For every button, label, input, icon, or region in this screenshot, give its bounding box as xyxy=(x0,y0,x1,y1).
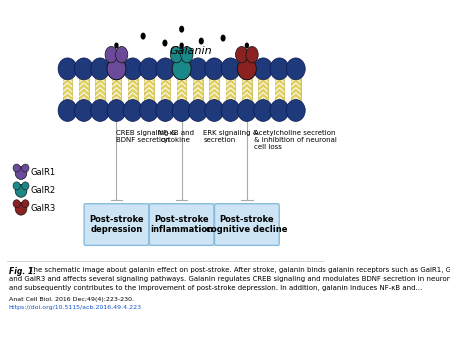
Polygon shape xyxy=(291,78,301,101)
Ellipse shape xyxy=(13,164,20,172)
Ellipse shape xyxy=(22,164,29,172)
Ellipse shape xyxy=(15,202,27,215)
Ellipse shape xyxy=(270,58,289,80)
Circle shape xyxy=(162,40,167,47)
Ellipse shape xyxy=(205,58,224,80)
Ellipse shape xyxy=(170,46,183,63)
Ellipse shape xyxy=(270,100,289,121)
Ellipse shape xyxy=(22,200,29,208)
Polygon shape xyxy=(79,78,89,101)
Text: Post-stroke
cognitive decline: Post-stroke cognitive decline xyxy=(206,215,288,234)
Polygon shape xyxy=(242,78,252,101)
Circle shape xyxy=(140,33,146,40)
Ellipse shape xyxy=(172,58,191,80)
Ellipse shape xyxy=(15,184,27,197)
Ellipse shape xyxy=(91,58,110,80)
FancyBboxPatch shape xyxy=(84,204,149,245)
Ellipse shape xyxy=(254,58,273,80)
Polygon shape xyxy=(63,78,72,101)
Ellipse shape xyxy=(286,100,305,121)
Circle shape xyxy=(199,38,204,45)
Ellipse shape xyxy=(254,100,273,121)
Ellipse shape xyxy=(238,58,256,80)
Text: and GalR3 and affects several signaling pathways. Galanin regulates CREB signali: and GalR3 and affects several signaling … xyxy=(9,276,450,282)
Ellipse shape xyxy=(221,58,240,80)
Ellipse shape xyxy=(74,100,93,121)
Ellipse shape xyxy=(246,46,258,63)
Polygon shape xyxy=(161,78,170,101)
Polygon shape xyxy=(95,78,105,101)
Ellipse shape xyxy=(116,46,128,63)
Polygon shape xyxy=(258,78,268,101)
Polygon shape xyxy=(226,78,235,101)
Ellipse shape xyxy=(123,100,142,121)
Ellipse shape xyxy=(74,58,93,80)
Ellipse shape xyxy=(91,100,110,121)
Text: CREB signaling &
BDNF secretion: CREB signaling & BDNF secretion xyxy=(117,130,177,143)
Ellipse shape xyxy=(107,100,126,121)
FancyBboxPatch shape xyxy=(149,204,214,245)
Circle shape xyxy=(180,43,184,48)
Ellipse shape xyxy=(181,46,193,63)
Text: and subsequently contributes to the improvement of post-stroke depression. In ad: and subsequently contributes to the impr… xyxy=(9,285,422,291)
Circle shape xyxy=(114,43,119,48)
Polygon shape xyxy=(177,78,186,101)
Circle shape xyxy=(179,26,184,33)
Ellipse shape xyxy=(235,46,248,63)
Ellipse shape xyxy=(156,100,175,121)
Text: Post-stroke
depression: Post-stroke depression xyxy=(89,215,144,234)
Ellipse shape xyxy=(58,100,77,121)
Text: ERK signaling &
secretion: ERK signaling & secretion xyxy=(203,130,259,143)
Text: Anat Cell Biol. 2016 Dec;49(4):223-230.: Anat Cell Biol. 2016 Dec;49(4):223-230. xyxy=(9,297,134,302)
Circle shape xyxy=(220,34,225,42)
Polygon shape xyxy=(144,78,154,101)
Ellipse shape xyxy=(189,100,207,121)
Ellipse shape xyxy=(123,58,142,80)
Polygon shape xyxy=(193,78,203,101)
Ellipse shape xyxy=(107,58,126,80)
Ellipse shape xyxy=(286,58,305,80)
Ellipse shape xyxy=(156,58,175,80)
Text: Post-stroke
inflammation: Post-stroke inflammation xyxy=(150,215,213,234)
Text: NF-κB and
cytokine: NF-κB and cytokine xyxy=(158,130,194,143)
Ellipse shape xyxy=(172,100,191,121)
Polygon shape xyxy=(128,78,138,101)
Text: GalR3: GalR3 xyxy=(31,204,56,213)
Ellipse shape xyxy=(172,58,191,80)
Ellipse shape xyxy=(107,58,126,80)
Polygon shape xyxy=(209,78,219,101)
FancyBboxPatch shape xyxy=(215,204,279,245)
Text: Acetylcholine secretion
& inhibition of neuronal
cell loss: Acetylcholine secretion & inhibition of … xyxy=(254,130,337,150)
Ellipse shape xyxy=(205,100,224,121)
Ellipse shape xyxy=(105,46,117,63)
Ellipse shape xyxy=(22,182,29,190)
Text: https://doi.org/10.5115/acb.2016.49.4.223: https://doi.org/10.5115/acb.2016.49.4.22… xyxy=(9,305,142,310)
Ellipse shape xyxy=(13,200,20,208)
Ellipse shape xyxy=(15,167,27,179)
Ellipse shape xyxy=(140,100,158,121)
Text: GalR2: GalR2 xyxy=(31,186,56,195)
Text: GalR1: GalR1 xyxy=(31,168,56,177)
Text: Fig. 1.: Fig. 1. xyxy=(9,267,36,276)
Text: Galanin: Galanin xyxy=(169,46,211,56)
Ellipse shape xyxy=(238,58,256,80)
Ellipse shape xyxy=(189,58,207,80)
Polygon shape xyxy=(274,78,284,101)
Circle shape xyxy=(245,43,249,48)
Ellipse shape xyxy=(140,58,158,80)
Ellipse shape xyxy=(13,182,20,190)
Text: The schematic image about galanin effect on post-stroke. After stroke, galanin b: The schematic image about galanin effect… xyxy=(27,267,450,273)
Ellipse shape xyxy=(238,100,256,121)
Ellipse shape xyxy=(58,58,77,80)
Ellipse shape xyxy=(221,100,240,121)
Polygon shape xyxy=(112,78,121,101)
